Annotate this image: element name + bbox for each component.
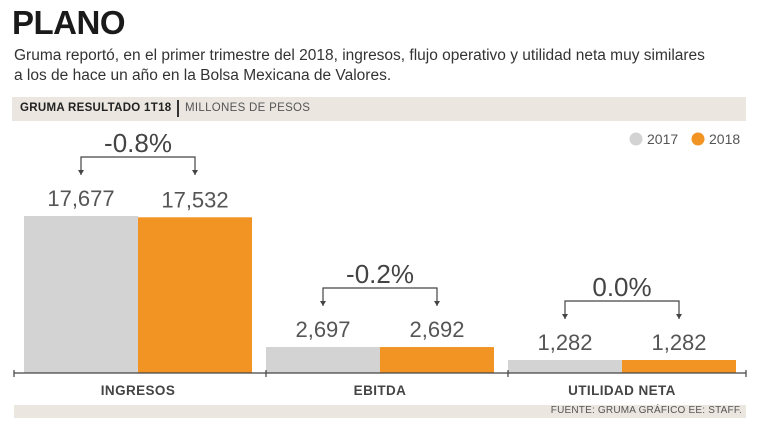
change-arrow-right-0 <box>192 170 198 175</box>
bar-2017-2 <box>508 360 622 373</box>
bar-2018-2 <box>622 360 736 373</box>
legend-label-2017: 2017 <box>647 131 678 147</box>
bar-2018-1 <box>380 347 494 373</box>
change-arrow-left-1 <box>320 301 326 306</box>
value-label-2017-1: 2,697 <box>295 317 350 342</box>
value-label-2017-0: 17,677 <box>47 186 114 211</box>
chart-header-divider <box>177 100 179 117</box>
change-arrow-left-2 <box>562 314 568 319</box>
bar-2018-0 <box>138 217 252 373</box>
value-label-2017-2: 1,282 <box>537 330 592 355</box>
legend-swatch-2017 <box>629 132 643 146</box>
source-note: FUENTE: GRUMA GRÁFICO EE: STAFF. <box>550 405 742 416</box>
change-label-2: 0.0% <box>592 272 651 302</box>
legend-label-2018: 2018 <box>709 131 740 147</box>
chart-title: GRUMA RESULTADO 1T18 <box>20 102 172 114</box>
change-arrow-right-1 <box>434 301 440 306</box>
page-title: PLANO <box>12 4 126 41</box>
bar-2017-1 <box>266 347 380 373</box>
footer-band: FUENTE: GRUMA GRÁFICO EE: STAFF. <box>14 405 746 418</box>
change-bracket-0 <box>80 156 196 175</box>
change-label-0: -0.8% <box>104 128 172 158</box>
change-bracket-2 <box>564 300 680 319</box>
value-label-2018-2: 1,282 <box>651 330 706 355</box>
category-label-2: UTILIDAD NETA <box>568 383 676 398</box>
change-bracket-1 <box>322 287 438 306</box>
category-label-1: EBITDA <box>354 383 407 398</box>
legend-swatch-2018 <box>691 132 705 146</box>
value-label-2018-0: 17,532 <box>161 187 228 212</box>
chart-unit: MILLONES DE PESOS <box>185 102 311 114</box>
change-arrow-left-0 <box>78 170 84 175</box>
bar-2017-0 <box>24 216 138 373</box>
page-subtitle: Gruma reportó, en el primer trimestre de… <box>14 47 705 84</box>
value-label-2018-1: 2,692 <box>409 317 464 342</box>
chart-header-band: GRUMA RESULTADO 1T18 MILLONES DE PESOS <box>12 97 746 121</box>
change-arrow-right-2 <box>676 314 682 319</box>
change-label-1: -0.2% <box>346 259 414 289</box>
category-label-0: INGRESOS <box>101 383 175 398</box>
